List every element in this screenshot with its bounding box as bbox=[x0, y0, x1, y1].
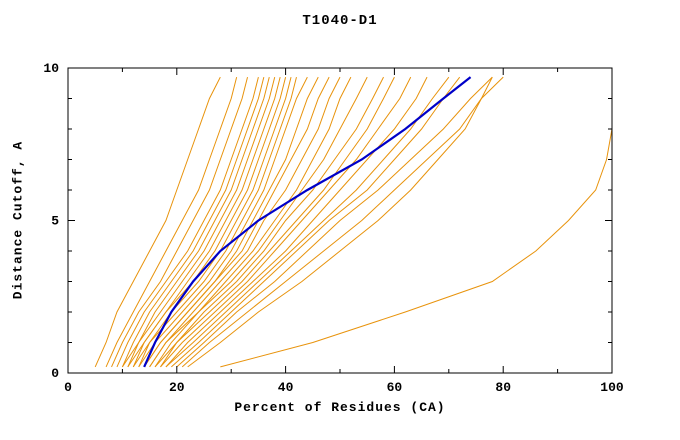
model-curve bbox=[171, 76, 461, 368]
x-axis-label: Percent of Residues (CA) bbox=[234, 400, 446, 415]
model-curve bbox=[160, 76, 412, 368]
x-tick-label: 20 bbox=[169, 380, 185, 395]
model-curve bbox=[154, 76, 368, 368]
model-curve bbox=[121, 77, 265, 368]
model-curve bbox=[121, 77, 270, 368]
x-tick-label: 100 bbox=[600, 380, 624, 395]
model-curve bbox=[160, 76, 395, 368]
model-curve bbox=[127, 77, 276, 368]
model-curve bbox=[154, 76, 384, 368]
x-tick-label: 80 bbox=[495, 380, 511, 395]
model-curve bbox=[111, 77, 249, 368]
model-curve bbox=[116, 77, 259, 368]
model-curve bbox=[132, 77, 287, 368]
model-curve bbox=[94, 76, 221, 368]
highlight-curve bbox=[143, 76, 472, 368]
model-curve bbox=[149, 76, 352, 368]
x-tick-label: 40 bbox=[278, 380, 294, 395]
model-curve bbox=[132, 77, 292, 368]
x-tick-label: 0 bbox=[64, 380, 72, 395]
x-tick-label: 60 bbox=[387, 380, 403, 395]
model-curve bbox=[105, 77, 238, 368]
y-tick-label: 0 bbox=[51, 366, 59, 381]
model-curve bbox=[165, 76, 428, 368]
model-curve bbox=[187, 76, 493, 368]
model-curve bbox=[181, 76, 504, 368]
model-curve bbox=[138, 76, 308, 368]
model-curve bbox=[143, 76, 319, 368]
model-curve bbox=[176, 76, 493, 368]
y-axis-label: Distance Cutoff, A bbox=[10, 140, 26, 300]
y-tick-label: 10 bbox=[43, 61, 59, 76]
chart-title: T1040-D1 bbox=[302, 13, 378, 29]
model-curve bbox=[138, 77, 297, 368]
y-tick-label: 5 bbox=[51, 214, 59, 229]
model-curve bbox=[149, 76, 341, 368]
